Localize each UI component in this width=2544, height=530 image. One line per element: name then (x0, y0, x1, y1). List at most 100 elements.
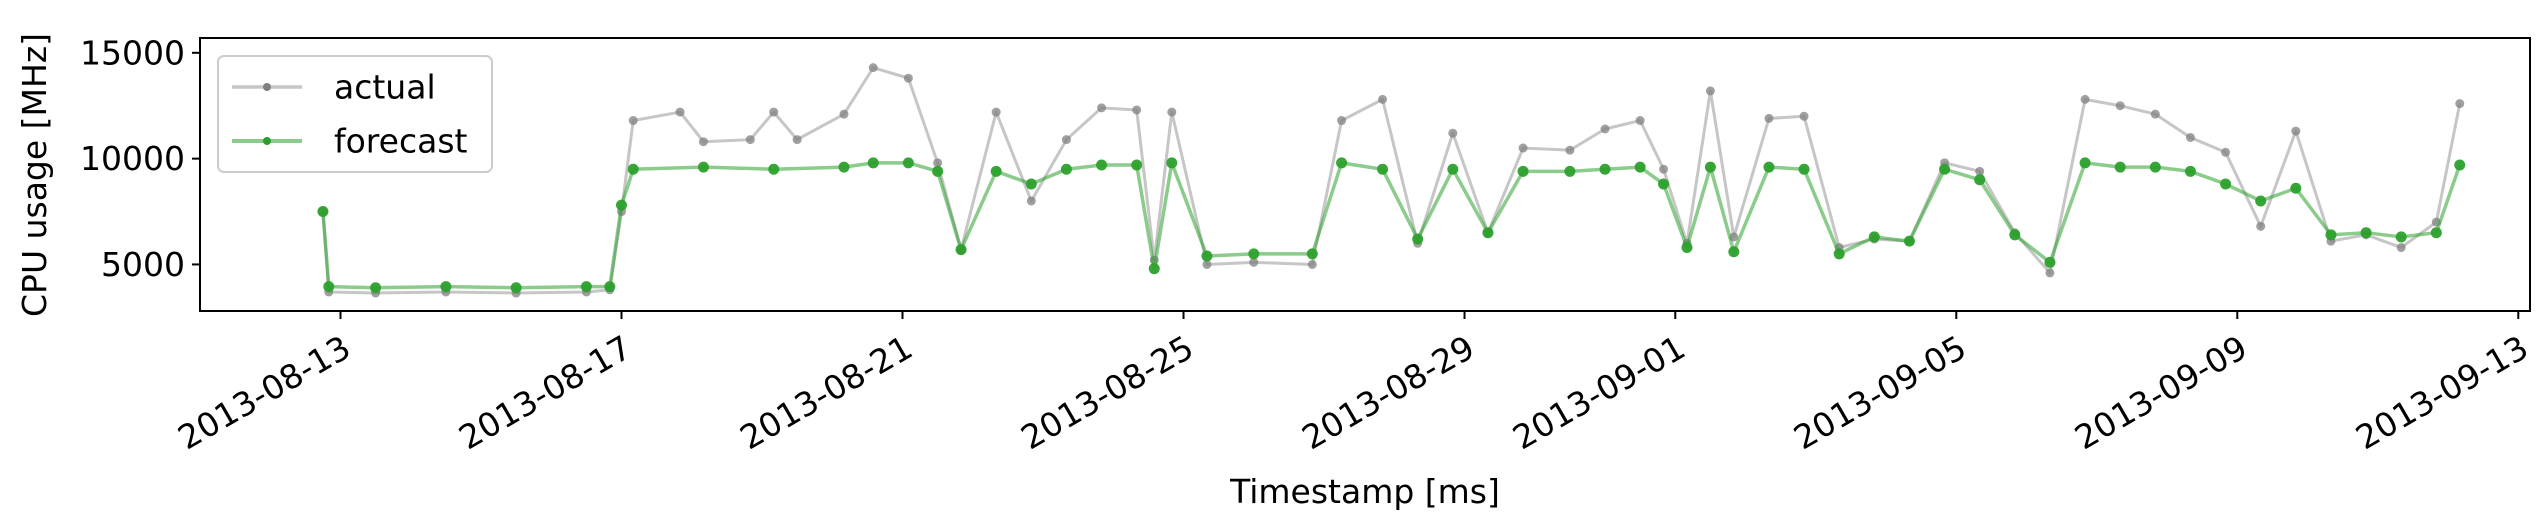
data-point-actual-52 (2115, 101, 2125, 111)
data-point-forecast-0 (317, 206, 329, 218)
data-point-forecast-11 (838, 161, 850, 173)
data-point-actual-36 (1600, 124, 1610, 134)
data-point-forecast-21 (1148, 263, 1160, 275)
data-point-forecast-18 (1060, 163, 1072, 175)
data-point-actual-28 (1307, 259, 1317, 269)
data-point-forecast-5 (580, 281, 592, 293)
data-point-forecast-47 (2044, 256, 2056, 268)
data-point-actual-42 (1764, 113, 1774, 123)
data-point-forecast-55 (2325, 229, 2337, 241)
data-point-forecast-54 (2290, 182, 2302, 194)
data-point-actual-54 (2185, 132, 2195, 142)
data-point-actual-32 (1448, 128, 1458, 138)
data-point-forecast-1 (323, 281, 335, 293)
data-point-actual-56 (2256, 221, 2266, 231)
data-point-forecast-4 (510, 282, 522, 294)
series-line-actual (321, 66, 2462, 295)
data-point-actual-27 (1249, 257, 1259, 267)
data-point-forecast-53 (2255, 195, 2267, 207)
data-point-forecast-27 (1377, 163, 1389, 175)
data-point-actual-29 (1337, 116, 1347, 126)
data-point-forecast-49 (2114, 161, 2126, 173)
data-point-actual-53 (2150, 109, 2160, 119)
data-point-actual-38 (1659, 164, 1669, 174)
series-markers-actual (318, 63, 2465, 298)
data-point-actual-34 (1518, 143, 1528, 153)
data-point-forecast-31 (1517, 165, 1529, 177)
legend-marker-actual (263, 83, 271, 91)
data-point-forecast-52 (2220, 178, 2232, 190)
data-point-actual-55 (2221, 147, 2231, 157)
data-point-forecast-19 (1096, 159, 1108, 171)
y-axis: 5000 10000 15000 (80, 33, 200, 284)
data-point-actual-35 (1565, 145, 1575, 155)
y-tick-label-0: 5000 (101, 245, 185, 284)
x-tick-label-4: 2013-08-29 (1295, 328, 1481, 458)
legend-label-actual: actual (334, 68, 436, 107)
data-point-forecast-51 (2184, 165, 2196, 177)
data-point-actual-30 (1378, 94, 1388, 104)
data-point-actual-9 (675, 107, 685, 117)
data-point-forecast-35 (1658, 178, 1670, 190)
data-point-forecast-36 (1681, 242, 1693, 254)
data-point-forecast-14 (932, 165, 944, 177)
data-point-forecast-45 (1974, 174, 1986, 186)
data-point-forecast-12 (867, 157, 879, 169)
data-point-forecast-8 (627, 163, 639, 175)
data-point-actual-21 (1061, 135, 1071, 145)
y-axis-label: CPU usage [MHz] (15, 33, 54, 317)
data-point-actual-43 (1799, 111, 1809, 121)
data-point-actual-12 (769, 107, 779, 117)
data-point-actual-19 (991, 107, 1001, 117)
data-point-forecast-20 (1131, 159, 1143, 171)
data-point-forecast-32 (1564, 165, 1576, 177)
data-point-forecast-57 (2395, 231, 2407, 243)
data-point-forecast-24 (1248, 248, 1260, 260)
data-point-forecast-9 (697, 161, 709, 173)
x-axis: 2013-08-13 2013-08-17 2013-08-21 2013-08-25… (171, 311, 2535, 458)
data-point-forecast-15 (955, 244, 967, 256)
data-point-actual-15 (868, 63, 878, 73)
data-point-actual-17 (933, 158, 943, 168)
data-point-forecast-43 (1903, 235, 1915, 247)
data-point-actual-48 (1975, 166, 1985, 176)
data-point-actual-40 (1705, 86, 1715, 96)
data-point-forecast-6 (604, 281, 616, 293)
x-tick-label-7: 2013-09-09 (2068, 328, 2254, 458)
data-point-forecast-23 (1201, 250, 1213, 262)
data-point-actual-60 (2396, 243, 2406, 253)
data-point-forecast-38 (1728, 246, 1740, 258)
x-tick-label-0: 2013-08-13 (171, 328, 357, 458)
data-point-forecast-58 (2430, 227, 2442, 239)
data-point-forecast-41 (1833, 248, 1845, 260)
data-point-forecast-30 (1482, 227, 1494, 239)
data-point-forecast-46 (2009, 229, 2021, 241)
y-tick-label-1: 10000 (80, 139, 185, 178)
data-point-actual-22 (1097, 103, 1107, 113)
data-point-forecast-34 (1634, 161, 1646, 173)
data-point-forecast-42 (1868, 231, 1880, 243)
data-point-forecast-39 (1763, 161, 1775, 173)
data-point-forecast-37 (1704, 161, 1716, 173)
data-point-forecast-29 (1447, 163, 1459, 175)
legend-marker-forecast (263, 137, 271, 145)
data-point-forecast-25 (1306, 248, 1318, 260)
data-point-forecast-59 (2454, 159, 2466, 171)
data-point-actual-23 (1132, 105, 1142, 115)
data-point-actual-57 (2291, 126, 2301, 136)
x-tick-label-8: 2013-09-13 (2349, 328, 2535, 458)
series-markers-forecast (317, 157, 2466, 294)
data-point-forecast-3 (440, 281, 452, 293)
plot-area (317, 63, 2466, 298)
x-tick-label-1: 2013-08-17 (452, 328, 638, 458)
data-point-forecast-56 (2360, 227, 2372, 239)
data-point-actual-25 (1167, 107, 1177, 117)
data-point-actual-8 (628, 116, 638, 126)
data-point-actual-11 (745, 135, 755, 145)
legend: actual forecast (217, 55, 493, 173)
data-point-actual-13 (792, 135, 802, 145)
x-tick-label-3: 2013-08-25 (1014, 328, 1200, 458)
data-point-forecast-33 (1599, 163, 1611, 175)
data-point-forecast-26 (1336, 157, 1348, 169)
data-point-actual-20 (1026, 196, 1036, 206)
